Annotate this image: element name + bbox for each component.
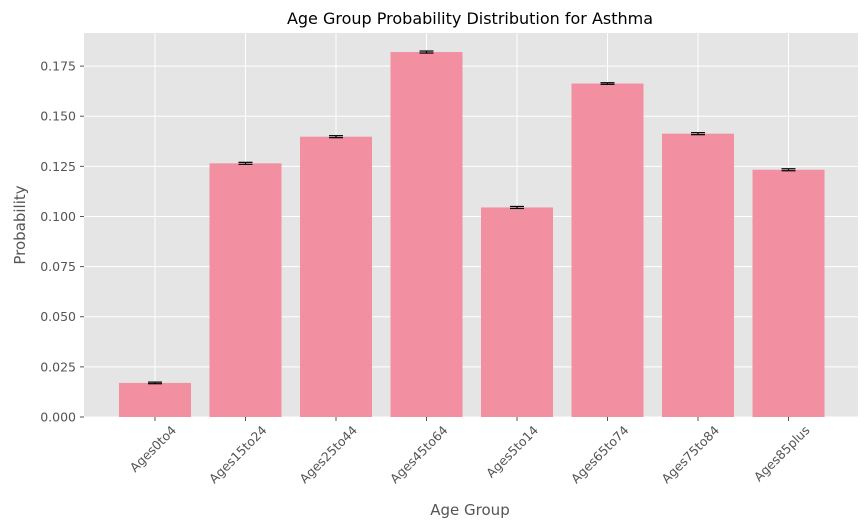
bar [209, 163, 282, 417]
x-tick-label: Ages75to84 [658, 422, 722, 486]
x-tick-label: Ages65to74 [568, 422, 632, 486]
y-tick-label: 0.175 [40, 59, 76, 74]
plot-area [84, 33, 858, 417]
x-tick-label: Ages5to14 [483, 422, 541, 480]
bar [571, 83, 644, 418]
x-tick-label: Ages85plus [751, 423, 813, 485]
y-tick-label: 0.100 [40, 209, 76, 224]
x-tick-label: Ages15to24 [206, 422, 270, 486]
x-axis-ticks: Ages0to4 Ages15to24 Ages25to44 Ages45to64 Ag… [127, 417, 813, 486]
y-tick-label: 0.150 [40, 109, 76, 124]
y-tick-label: 0.050 [40, 309, 76, 324]
bar [390, 52, 463, 417]
bar [481, 207, 553, 417]
x-tick-label: Ages45to64 [387, 422, 451, 486]
x-tick-label: Ages0to4 [127, 422, 179, 474]
y-tick-label: 0.075 [40, 259, 76, 274]
bar [752, 169, 825, 417]
x-tick-label: Ages25to44 [296, 422, 360, 486]
y-axis-label: Probability [11, 185, 29, 264]
y-tick-label: 0.025 [40, 359, 76, 374]
y-axis-ticks: 0.000 0.025 0.050 0.075 0.100 0.125 0.150 0.175 [40, 59, 84, 425]
bar [300, 136, 372, 417]
y-tick-label: 0.125 [40, 159, 76, 174]
x-axis-label: Age Group [430, 501, 509, 519]
bar [119, 382, 191, 417]
bar [662, 133, 734, 417]
chart-title: Age Group Probability Distribution for A… [287, 9, 653, 28]
bars-group [119, 52, 825, 418]
y-tick-label: 0.000 [40, 410, 76, 425]
error-bars-group [148, 50, 796, 385]
